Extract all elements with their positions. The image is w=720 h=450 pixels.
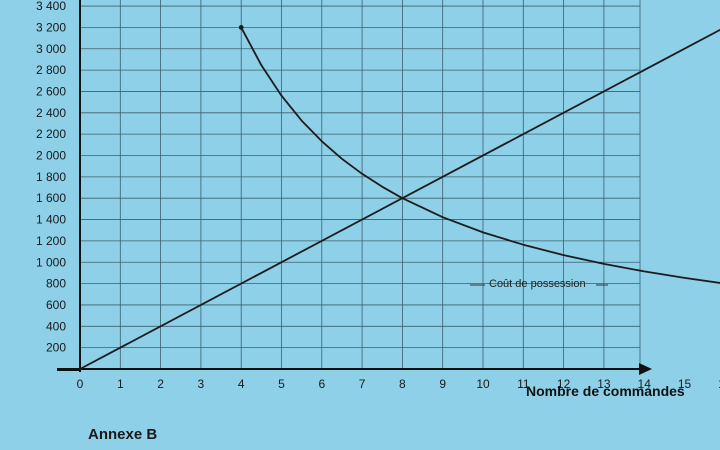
y-tick-label: 600	[46, 298, 66, 312]
x-tick-label: 11	[517, 377, 530, 391]
annexe-title: Annexe B	[88, 426, 158, 443]
x-tick-label: 5	[278, 377, 285, 391]
data-point	[238, 25, 244, 30]
y-tick-label: 3 200	[36, 20, 66, 34]
x-tick-label: 0	[77, 377, 84, 391]
series-line-cout-possession	[240, 26, 720, 284]
y-tick-label: 3 400	[36, 0, 66, 13]
y-tick-label: 1 000	[36, 255, 66, 269]
y-tick-label: 2 400	[36, 106, 66, 120]
y-tick-label: 1 400	[36, 213, 66, 227]
x-tick-label: 6	[318, 377, 325, 391]
series-label-cout-possession: Coût de possession	[489, 278, 586, 290]
series-line-straight	[79, 28, 720, 370]
x-tick-label: 3	[198, 377, 205, 391]
x-tick-label: 13	[597, 377, 611, 391]
x-tick-label: 8	[399, 377, 406, 391]
x-tick-label: 15	[678, 377, 692, 391]
x-tick-labels: 012345678910111213141516	[77, 377, 720, 391]
y-tick-label: 2 000	[36, 149, 66, 163]
y-tick-label: 200	[46, 341, 66, 355]
grid-lines	[80, 0, 641, 369]
x-tick-label: 4	[238, 377, 245, 391]
y-tick-label: 3 000	[36, 42, 66, 56]
x-tick-label: 14	[638, 377, 652, 391]
series-lines	[79, 25, 720, 370]
y-tick-label: 2 800	[36, 63, 66, 77]
x-tick-label: 9	[439, 377, 446, 391]
axes	[57, 0, 652, 375]
y-tick-label: 2 200	[36, 127, 66, 141]
y-tick-label: 800	[46, 277, 66, 291]
y-tick-label: 2 600	[36, 84, 66, 98]
y-tick-labels: 200 400 600 800 1 000 1 200 1 400 1 600 1 800 2 0…	[36, 0, 66, 355]
x-tick-label: 7	[359, 377, 366, 391]
x-tick-label: 16	[718, 377, 720, 391]
x-tick-label: 12	[557, 377, 571, 391]
x-tick-label: 2	[157, 377, 164, 391]
x-axis-label: Nombre de commandes	[526, 383, 685, 399]
y-tick-label: 1 200	[36, 234, 66, 248]
y-tick-label: 400	[46, 319, 66, 333]
x-tick-label: 1	[117, 377, 124, 391]
x-axis-arrow	[639, 363, 652, 375]
y-tick-label: 1 600	[36, 191, 66, 205]
y-tick-label: 1 800	[36, 170, 66, 184]
x-tick-label: 10	[476, 377, 490, 391]
